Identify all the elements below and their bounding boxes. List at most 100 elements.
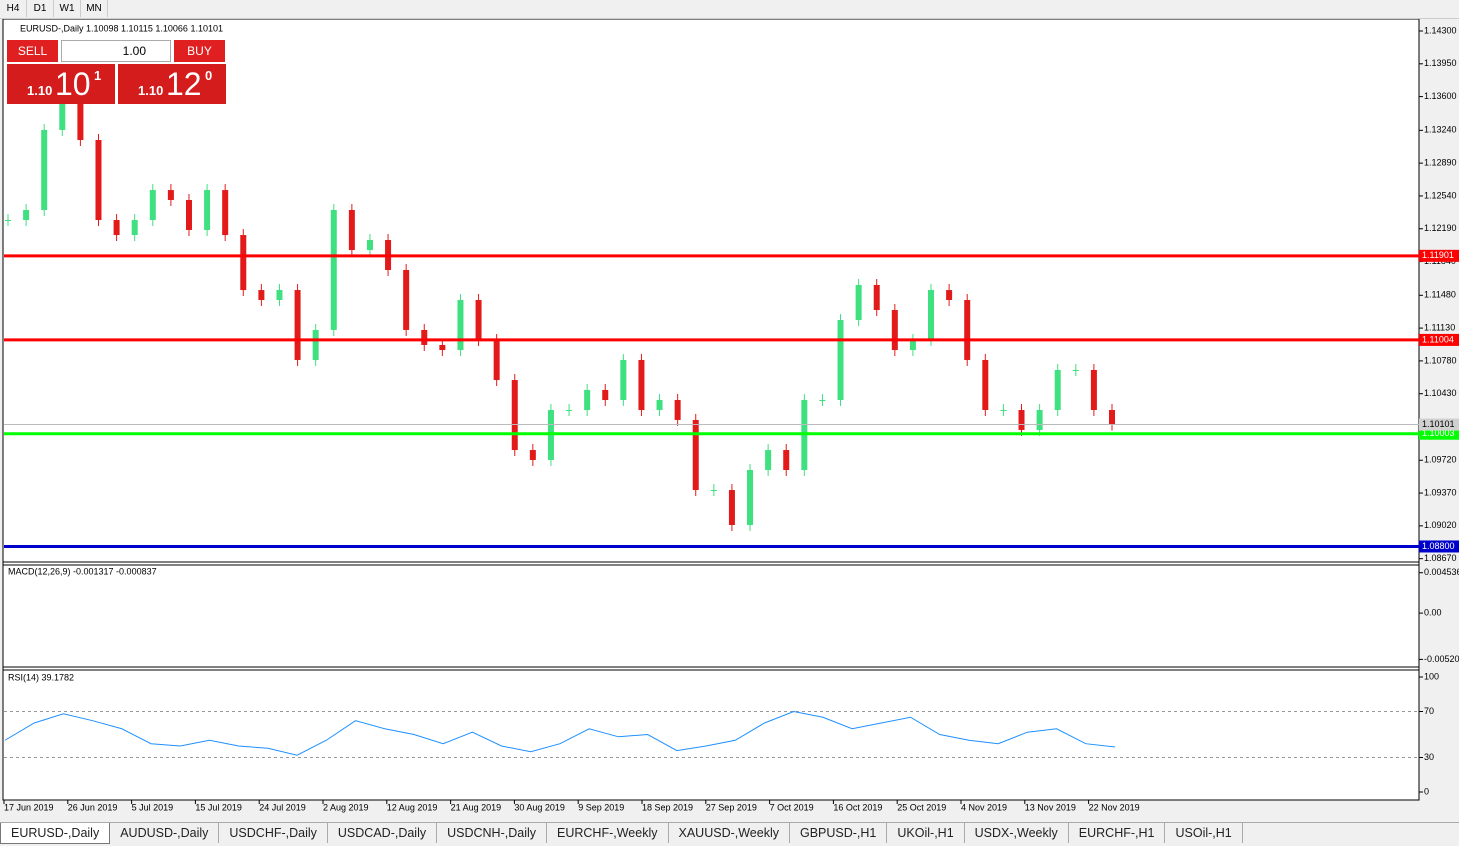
y-tick-label: 1.11130 <box>1424 322 1455 332</box>
x-tick-label: 2 Aug 2019 <box>323 802 369 812</box>
y-tick-label: 0 <box>1424 786 1429 796</box>
candle-body <box>584 389 591 411</box>
chart-tab[interactable]: EURCHF-,Weekly <box>547 823 669 843</box>
candle-body <box>493 340 500 381</box>
x-tick-label: 22 Nov 2019 <box>1089 802 1140 812</box>
chart-tab[interactable]: USOil-,H1 <box>1165 823 1243 843</box>
y-tick-label: 1.13950 <box>1424 58 1457 68</box>
candle-body <box>185 199 192 230</box>
candle-body <box>312 329 319 360</box>
x-tick-label: 30 Aug 2019 <box>514 802 565 812</box>
price-small: 1.10 <box>27 83 53 98</box>
timeframe-button[interactable]: H4 <box>0 0 27 17</box>
candle-body <box>620 359 627 400</box>
chart-tab[interactable]: GBPUSD-,H1 <box>790 823 888 843</box>
candle-body <box>167 190 174 200</box>
x-tick-label: 13 Nov 2019 <box>1025 802 1076 812</box>
level-label: 1.08800 <box>1422 541 1455 551</box>
candle-body <box>964 299 971 360</box>
candle-body <box>41 129 48 211</box>
x-tick-label: 27 Sep 2019 <box>706 802 757 812</box>
candle-body <box>439 344 446 351</box>
candle-body <box>403 269 410 330</box>
candle-body <box>1018 410 1025 430</box>
y-tick-label: 1.11480 <box>1424 290 1456 300</box>
sell-button[interactable]: SELL <box>7 40 58 62</box>
candle-body <box>710 490 717 492</box>
candle-body <box>855 284 862 321</box>
buy-button[interactable]: BUY <box>174 40 225 62</box>
buy-price[interactable]: 1.10 12 0 <box>118 64 226 104</box>
level-tag <box>1419 333 1459 346</box>
candle-body <box>928 290 935 341</box>
chart-tab[interactable]: UKOil-,H1 <box>887 823 965 843</box>
chart-tab[interactable]: AUDUSD-,Daily <box>110 823 220 843</box>
chart-tab[interactable]: USDCHF-,Daily <box>219 823 328 843</box>
price-pip: 0 <box>205 68 213 83</box>
candle-body <box>982 359 989 411</box>
rsi-line <box>4 710 1116 756</box>
x-tick-label: 25 Oct 2019 <box>897 802 946 812</box>
candle-body <box>77 90 84 140</box>
candle-body <box>5 220 11 222</box>
candle-body <box>421 329 428 345</box>
x-tick-label: 24 Jul 2019 <box>259 802 306 812</box>
candle-body <box>638 359 645 411</box>
y-tick-label: 1.09720 <box>1424 455 1457 465</box>
candle-body <box>783 450 790 470</box>
y-tick-label: 0.00 <box>1424 607 1442 617</box>
candle-body <box>294 290 301 360</box>
candle-body <box>529 450 536 460</box>
chart-tab[interactable]: USDCAD-,Daily <box>328 823 438 843</box>
candle-body <box>204 190 211 230</box>
timeframe-button[interactable]: D1 <box>27 0 54 17</box>
y-tick-label: 1.12540 <box>1424 190 1457 200</box>
candle-body <box>95 139 102 221</box>
y-tick-label: 1.10780 <box>1424 355 1457 365</box>
rsi-label: RSI(14) 39.1782 <box>8 672 74 682</box>
x-tick-label: 4 Nov 2019 <box>961 802 1007 812</box>
chart-tab[interactable]: USDX-,Weekly <box>965 823 1069 843</box>
last-price-tag <box>1419 418 1459 431</box>
price-big: 12 <box>166 66 202 102</box>
x-tick-label: 26 Jun 2019 <box>68 802 118 812</box>
level-tag <box>1419 249 1459 262</box>
level-label: 1.11901 <box>1422 250 1454 260</box>
x-tick-label: 16 Oct 2019 <box>833 802 882 812</box>
y-tick-label: 1.12190 <box>1424 223 1457 233</box>
x-tick-label: 17 Jun 2019 <box>4 802 54 812</box>
y-tick-label: 30 <box>1424 752 1434 762</box>
chart-frame <box>2 19 1420 801</box>
chart-tab[interactable]: EURCHF-,H1 <box>1069 823 1166 843</box>
toolbar: H4 D1 W1 MN <box>0 0 1459 19</box>
y-tick-label: 0.004536 <box>1424 567 1459 577</box>
timeframe-button[interactable]: MN <box>81 0 108 17</box>
candle-body <box>692 419 699 491</box>
level-label: 1.10003 <box>1422 428 1455 438</box>
x-tick-label: 21 Aug 2019 <box>451 802 502 812</box>
timeframe-button[interactable]: W1 <box>54 0 81 17</box>
price-pip: 1 <box>94 68 102 83</box>
candle-body <box>837 320 844 400</box>
candle-body <box>457 299 464 351</box>
tab-bar: EURUSD-,Daily AUDUSD-,Daily USDCHF-,Daily U… <box>0 822 1459 846</box>
candle-body <box>475 299 482 341</box>
x-tick-label: 9 Sep 2019 <box>578 802 624 812</box>
chart-tab[interactable]: EURUSD-,Daily <box>0 823 111 844</box>
y-tick-label: 1.13240 <box>1424 125 1457 135</box>
candle-body <box>674 399 681 420</box>
last-price-label: 1.10101 <box>1422 419 1455 429</box>
lot-input[interactable]: 1.00 <box>61 40 171 62</box>
chart-tab[interactable]: USDCNH-,Daily <box>437 823 548 843</box>
price-small: 1.10 <box>138 83 164 98</box>
candle-body <box>240 235 247 291</box>
y-tick-label: 70 <box>1424 706 1434 716</box>
sell-price[interactable]: 1.10 10 1 <box>7 64 115 104</box>
x-tick-label: 15 Jul 2019 <box>195 802 242 812</box>
x-tick-label: 18 Sep 2019 <box>642 802 693 812</box>
chart-tab[interactable]: XAUUSD-,Weekly <box>669 823 790 843</box>
trade-panel: SELL 1.00 BUY 1.10 10 1 1.10 12 0 <box>7 40 227 105</box>
candle-body <box>330 210 337 330</box>
candle-body <box>59 90 66 130</box>
